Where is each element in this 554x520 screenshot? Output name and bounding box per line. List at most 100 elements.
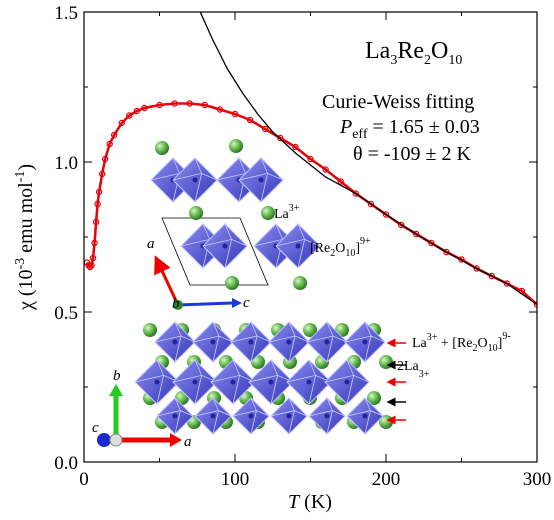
data-point [133,107,141,115]
data-point [101,155,109,163]
octahedron-edge [192,321,234,363]
re-atom [192,379,198,385]
octahedron-edge [324,359,370,405]
data-point [352,190,359,197]
re-atom [210,413,216,419]
data-point [141,104,148,112]
theta-label: θ = -109 ± 2 K [353,143,471,165]
la-label: La3+ [274,203,300,222]
octahedron-edge [248,359,294,405]
data-point [106,140,113,148]
octahedron-edge [268,321,310,363]
crystal-insets [97,139,406,447]
la-atom [143,323,157,337]
data-point [171,100,178,107]
data-point [382,211,390,218]
data-point [397,221,405,229]
octahedron-edge [346,397,384,435]
y-axis-title: χ (10-3 emu mol-1) [13,164,37,311]
re-atom [258,177,264,183]
re-atom [248,413,254,419]
data-point [428,239,435,247]
axis-b2: b [113,368,121,384]
peff-label: Peff = 1.65 ± 0.03 [339,116,480,142]
re-atom [268,379,274,385]
octahedron-edge [275,223,321,269]
re-atom [324,413,330,419]
x-tick-label: 300 [523,469,552,490]
axis-a2: a [184,434,192,450]
re-atom [306,379,312,385]
axis-arrowhead [232,298,242,308]
axis-b: b [172,296,180,312]
x-axis-title: T (K) [288,491,332,513]
data-point [533,301,537,308]
axis-arrow [177,301,233,307]
layer2-label: 2La3+ [397,359,430,380]
re-atom [362,339,368,345]
data-point [98,170,106,178]
re-atom [172,413,178,419]
plot-area [83,11,538,463]
axis-a: a [147,236,155,252]
octahedron-edge [210,359,256,405]
axis-origin [109,433,123,447]
data-point [201,101,208,109]
re-atom [362,413,368,419]
fit-title: Curie-Weiss fitting [322,91,474,113]
data-point [473,265,480,272]
data-point [322,166,329,173]
axis-origin [173,300,183,310]
octahedron-edge [306,321,348,363]
y-tick-label: 0.5 [54,303,78,324]
la-atom [303,323,317,337]
octahedron-edge [286,359,332,405]
octahedron-edge [156,397,194,435]
axis-c2: c [92,420,99,436]
la-atom [293,276,307,290]
axis-arrow [154,255,180,306]
octahedron-edge [232,397,270,435]
re-atom [192,177,198,183]
y-tick-label: 1.5 [54,3,78,24]
data-point [91,239,98,247]
octahedron-edge [134,359,180,405]
re-atom [295,243,301,249]
axis-c: c [243,295,250,311]
data-point [95,188,103,196]
re-atom [154,379,160,385]
data-point [186,100,193,107]
data-point [246,116,254,124]
compound-label: La3Re2O10 [365,38,462,68]
plot-frame [83,11,538,463]
data-point [110,131,118,139]
unit-cell [161,217,269,286]
axis-arrowhead [170,433,182,447]
octahedron-edge [154,321,196,363]
data-point [337,178,344,185]
y-tick-label: 0.0 [54,453,78,474]
data-point [503,280,510,287]
la-atom [261,206,275,220]
la-atom [229,139,243,153]
la-atom [225,276,239,290]
data-point [88,262,95,269]
fit-line [199,12,537,306]
reo-label: [Re2O10]9+ [310,236,371,259]
axis-origin [97,433,111,447]
re-atom [172,339,178,345]
re-atom [230,379,236,385]
la-atom [367,391,381,405]
data-point [367,200,375,208]
re-atom [222,243,228,249]
re-atom [210,339,216,345]
data-point [126,112,133,119]
re-atom [248,339,254,345]
data-point [292,143,299,151]
data-point [92,218,100,226]
re-atom [286,413,292,419]
octahedron-edge [270,397,308,435]
data-point [118,119,125,127]
x-tick-label: 100 [221,469,250,490]
data-point [307,155,314,163]
